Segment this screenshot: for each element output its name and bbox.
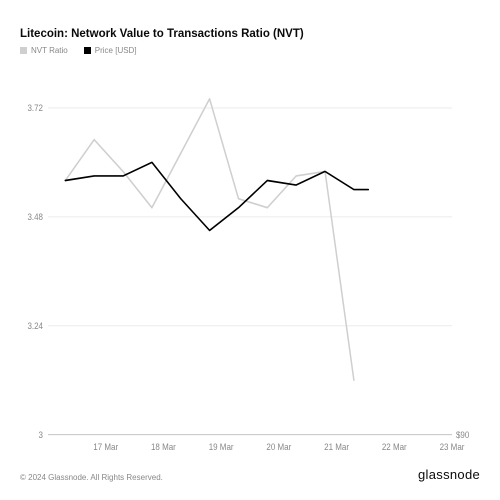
legend-item-price: Price [USD] xyxy=(84,46,137,55)
legend-swatch-price xyxy=(84,47,91,54)
chart-svg: 3 3.24 3.48 3.72 $90 17 Mar 18 Mar 19 Mar 20 Mar… xyxy=(20,65,480,461)
svg-text:23 Mar: 23 Mar xyxy=(440,442,465,452)
svg-text:3: 3 xyxy=(39,430,44,440)
svg-text:21 Mar: 21 Mar xyxy=(324,442,349,452)
copyright-text: © 2024 Glassnode. All Rights Reserved. xyxy=(20,473,163,482)
legend: NVT Ratio Price [USD] xyxy=(20,46,480,55)
svg-text:20 Mar: 20 Mar xyxy=(266,442,291,452)
chart-title: Litecoin: Network Value to Transactions … xyxy=(20,28,480,40)
footer: © 2024 Glassnode. All Rights Reserved. g… xyxy=(20,467,480,482)
svg-text:3.24: 3.24 xyxy=(27,321,43,331)
legend-label-nvt: NVT Ratio xyxy=(31,46,68,55)
svg-text:3.72: 3.72 xyxy=(27,103,43,113)
svg-text:19 Mar: 19 Mar xyxy=(209,442,234,452)
brand-logo: glassnode xyxy=(418,467,480,482)
svg-text:17 Mar: 17 Mar xyxy=(93,442,118,452)
svg-text:18 Mar: 18 Mar xyxy=(151,442,176,452)
legend-label-price: Price [USD] xyxy=(95,46,137,55)
legend-item-nvt: NVT Ratio xyxy=(20,46,68,55)
chart-area: 3 3.24 3.48 3.72 $90 17 Mar 18 Mar 19 Mar 20 Mar… xyxy=(20,65,480,461)
legend-swatch-nvt xyxy=(20,47,27,54)
svg-text:3.48: 3.48 xyxy=(27,212,43,222)
chart-page: Litecoin: Network Value to Transactions … xyxy=(0,0,500,500)
svg-text:$90: $90 xyxy=(456,430,470,440)
svg-text:22 Mar: 22 Mar xyxy=(382,442,407,452)
